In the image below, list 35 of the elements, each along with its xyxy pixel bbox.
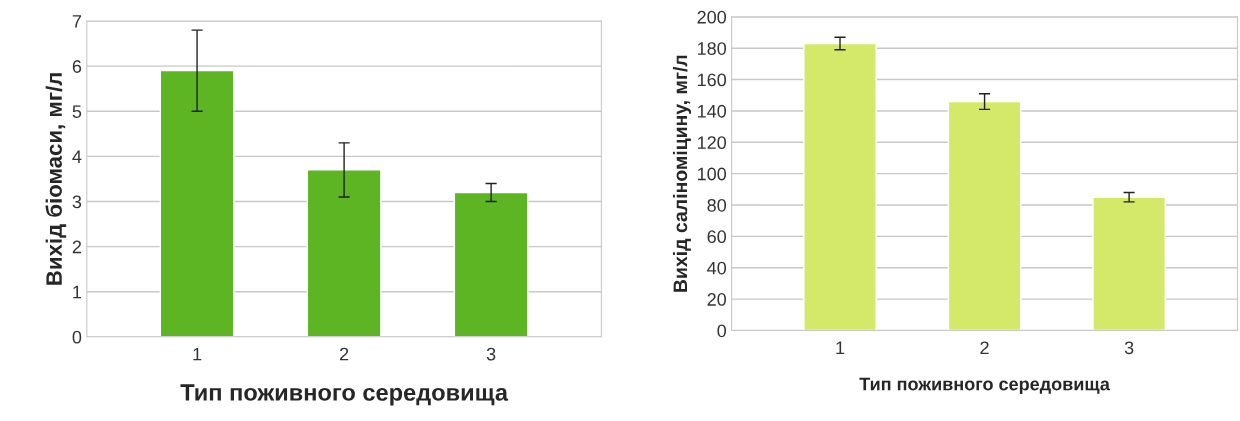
y-axis-title: Вихід саліноміцину, мг/л bbox=[672, 55, 692, 292]
x-tick-label: 1 bbox=[836, 341, 845, 354]
y-tick-label: 20 bbox=[707, 293, 727, 306]
x-tick-label: 2 bbox=[980, 341, 989, 354]
y-axis-title: Вихід біомаси, мг/л bbox=[45, 73, 67, 285]
y-tick-label: 7 bbox=[72, 15, 82, 28]
y-tick-label: 6 bbox=[72, 60, 82, 73]
bar bbox=[306, 169, 382, 337]
bar bbox=[159, 69, 235, 337]
y-tick-label: 1 bbox=[73, 285, 82, 299]
y-tick-label: 3 bbox=[72, 195, 82, 209]
x-tick-label: 1 bbox=[193, 347, 202, 361]
y-tick-label: 2 bbox=[72, 240, 82, 254]
y-tick-label: 120 bbox=[697, 136, 727, 150]
y-tick-label: 180 bbox=[697, 42, 727, 55]
bar bbox=[947, 100, 1022, 331]
y-tick-label: 160 bbox=[697, 73, 727, 87]
y-tick-label: 60 bbox=[707, 230, 727, 244]
bar bbox=[803, 42, 877, 331]
bar bbox=[1092, 196, 1166, 331]
x-axis-title: Тип поживного середовища bbox=[180, 384, 509, 406]
y-tick-label: 0 bbox=[72, 330, 82, 344]
y-tick-label: 100 bbox=[697, 167, 727, 181]
y-tick-label: 4 bbox=[72, 150, 82, 163]
x-tick-label: 3 bbox=[486, 347, 496, 361]
y-tick-label: 5 bbox=[72, 105, 82, 118]
x-axis-title: Тип поживного середовища bbox=[859, 377, 1111, 395]
y-tick-label: 140 bbox=[697, 104, 727, 118]
y-tick-label: 200 bbox=[697, 10, 727, 24]
y-tick-label: 40 bbox=[707, 261, 727, 275]
x-tick-label: 3 bbox=[1124, 341, 1134, 355]
x-tick-label: 2 bbox=[339, 347, 349, 361]
y-tick-label: 80 bbox=[707, 198, 727, 212]
bar bbox=[453, 191, 529, 337]
y-tick-label: 0 bbox=[717, 324, 727, 338]
